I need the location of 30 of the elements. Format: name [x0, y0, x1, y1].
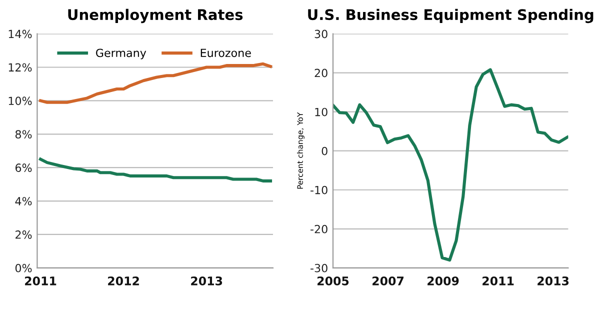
- y-tick-label: 0: [322, 146, 328, 156]
- y-tick-label: 10: [315, 108, 328, 116]
- legend-label: Eurozone: [200, 48, 251, 58]
- chart-title: Unemployment Rates: [68, 8, 243, 24]
- y-tick-label: 10%: [8, 96, 32, 106]
- y-tick-label: 0%: [15, 264, 32, 272]
- y-tick-label: 8%: [15, 130, 32, 139]
- x-tick-label: 2009: [428, 276, 459, 286]
- y-tick-label: -20: [310, 224, 328, 234]
- y-tick-label: 12%: [8, 63, 32, 72]
- y-tick-label: -10: [310, 186, 328, 194]
- line-series: [333, 68, 568, 262]
- y-tick-label: 6%: [15, 164, 32, 172]
- x-tick-label: 2013: [191, 276, 222, 286]
- x-tick-label: 2012: [108, 276, 139, 286]
- y-tick-label: 20: [314, 68, 328, 78]
- line-series: [38, 158, 272, 182]
- y-tick-label: 14%: [8, 30, 32, 38]
- x-tick-label: 2013: [538, 276, 569, 286]
- legend-label: Germany: [96, 48, 146, 60]
- chart-title: U.S. Business Equipment Spending: [308, 8, 594, 24]
- x-tick-label: 2011: [482, 276, 514, 286]
- y-tick-label: 2%: [16, 230, 32, 239]
- x-tick-label: 2011: [25, 276, 56, 286]
- line-series: [38, 62, 272, 104]
- x-tick-label: 2007: [372, 276, 404, 286]
- y-tick-label: 30: [314, 30, 328, 38]
- y-tick-label: 4%: [15, 196, 32, 206]
- y-tick-label: -30: [310, 264, 328, 272]
- x-tick-label: 2005: [318, 276, 349, 286]
